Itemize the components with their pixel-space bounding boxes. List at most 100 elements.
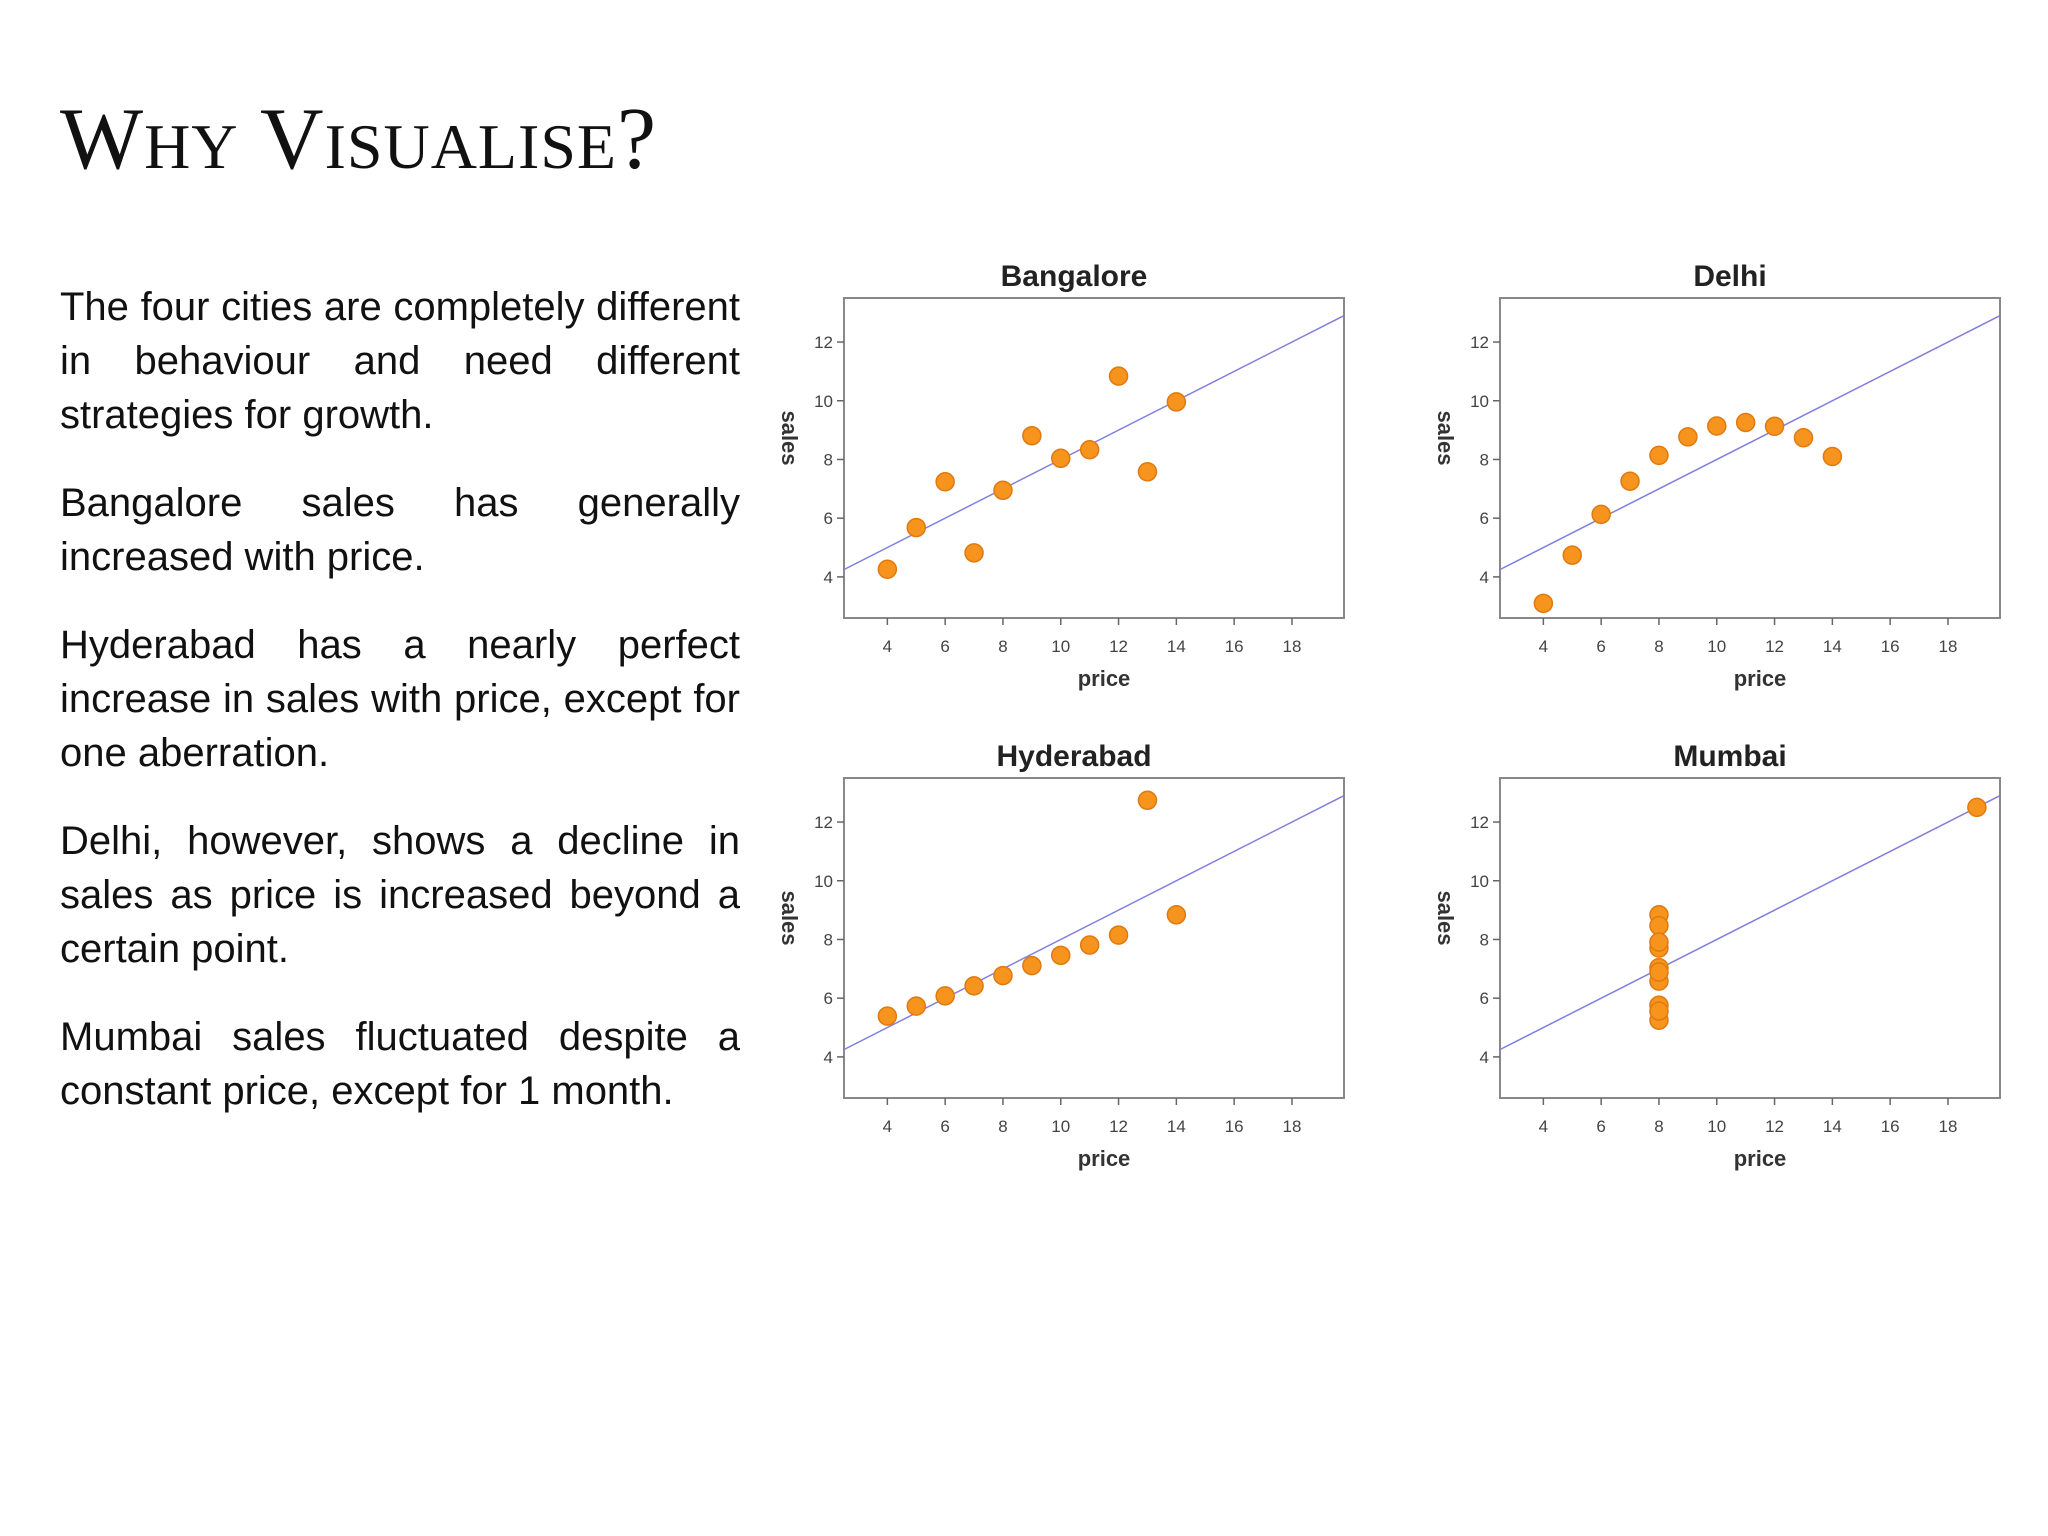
x-tick-label: 6 <box>1596 1117 1605 1136</box>
x-tick-label: 16 <box>1225 637 1244 656</box>
data-point <box>1678 427 1698 447</box>
x-tick-label: 14 <box>1823 637 1842 656</box>
text-column: The four cities are completely different… <box>60 280 740 1152</box>
chart-title: Mumbai <box>1673 740 1786 773</box>
chart-panel-hyderabad: Hyderabad 4 6 8 10 12 4 6 8 10 12 14 16 18 price sales <box>777 740 1345 1171</box>
x-tick-label: 10 <box>1051 637 1070 656</box>
x-tick-label: 18 <box>1283 1117 1302 1136</box>
y-tick-label: 10 <box>1470 872 1489 891</box>
y-tick-label: 10 <box>814 872 833 891</box>
x-tick-label: 12 <box>1765 1117 1784 1136</box>
data-point <box>1822 446 1843 467</box>
slide-title: WHY VISUALISE? <box>60 96 657 184</box>
data-point <box>1793 427 1814 448</box>
y-tick-label: 10 <box>814 392 833 411</box>
title-part-hy: HY <box>144 111 239 182</box>
data-point <box>906 517 927 538</box>
data-point <box>1649 962 1669 982</box>
y-tick-label: 4 <box>1480 1048 1489 1067</box>
y-tick-label: 4 <box>1480 568 1489 587</box>
y-axis-label: sales <box>1433 410 1458 465</box>
data-point <box>1620 471 1640 491</box>
x-tick-label: 12 <box>1765 637 1784 656</box>
chart-panel-bangalore: Bangalore 4 6 8 10 12 4 6 8 10 12 14 16 18 price sales <box>777 260 1345 691</box>
x-tick-label: 4 <box>883 1117 892 1136</box>
y-tick-label: 6 <box>824 989 833 1008</box>
data-point <box>1649 932 1669 952</box>
data-point <box>1022 955 1042 976</box>
charts-grid: Bangalore 4 6 8 10 12 4 6 8 10 12 14 16 18 price sales D… <box>777 260 2001 1171</box>
paragraph-hyderabad: Hyderabad has a nearly perfect increase … <box>60 623 740 775</box>
x-tick-label: 18 <box>1939 637 1958 656</box>
data-point <box>993 965 1013 986</box>
y-tick-label: 8 <box>1480 450 1489 469</box>
fit-line <box>1500 314 2000 571</box>
x-tick-label: 8 <box>1654 1117 1663 1136</box>
data-point <box>1079 440 1100 460</box>
data-point <box>906 996 927 1016</box>
y-tick-label: 12 <box>1470 813 1489 832</box>
plot-frame <box>1499 777 2001 1099</box>
plot-frame <box>843 297 1345 619</box>
chart-title: Delhi <box>1693 260 1766 293</box>
paragraph-mumbai: Mumbai sales fluctuated despite a consta… <box>60 1015 740 1113</box>
x-tick-label: 16 <box>1881 637 1900 656</box>
x-tick-label: 10 <box>1707 1117 1726 1136</box>
x-axis-label: price <box>1078 666 1131 691</box>
x-tick-label: 4 <box>1539 1117 1548 1136</box>
x-tick-label: 8 <box>998 637 1007 656</box>
x-tick-label: 14 <box>1167 637 1186 656</box>
x-tick-label: 6 <box>1596 637 1605 656</box>
data-point <box>1108 925 1129 945</box>
y-tick-label: 12 <box>814 813 833 832</box>
data-point <box>1967 797 1987 818</box>
plot-frame <box>1499 297 2001 619</box>
y-tick-label: 10 <box>1470 392 1489 411</box>
data-point <box>1735 412 1756 433</box>
x-tick-label: 18 <box>1939 1117 1958 1136</box>
y-axis-label: sales <box>777 890 802 945</box>
fit-line <box>844 794 1344 1051</box>
data-point <box>935 472 955 492</box>
chart-title: Bangalore <box>1001 260 1148 293</box>
x-tick-label: 16 <box>1225 1117 1244 1136</box>
x-tick-label: 8 <box>1654 637 1663 656</box>
y-axis-label: sales <box>1433 890 1458 945</box>
paragraph-delhi: Delhi, however, shows a decline in sales… <box>60 819 740 971</box>
data-point <box>1079 935 1100 955</box>
y-tick-label: 8 <box>824 930 833 949</box>
x-tick-label: 10 <box>1707 637 1726 656</box>
x-tick-label: 14 <box>1823 1117 1842 1136</box>
y-tick-label: 6 <box>1480 989 1489 1008</box>
data-point <box>877 559 898 580</box>
chart-title: Hyderabad <box>996 740 1151 773</box>
title-letter-v: V <box>260 91 325 188</box>
data-point <box>993 480 1013 501</box>
data-point <box>1051 945 1071 966</box>
paragraph-intro: The four cities are completely different… <box>60 285 740 437</box>
x-tick-label: 8 <box>998 1117 1007 1136</box>
data-point <box>1649 915 1669 936</box>
y-tick-label: 8 <box>1480 930 1489 949</box>
x-tick-label: 4 <box>1539 637 1548 656</box>
x-tick-label: 18 <box>1283 637 1302 656</box>
data-point <box>1591 504 1611 525</box>
data-point <box>1137 790 1158 811</box>
x-tick-label: 12 <box>1109 1117 1128 1136</box>
x-axis-label: price <box>1734 666 1787 691</box>
data-point <box>1649 445 1669 466</box>
data-point <box>1051 448 1071 469</box>
y-tick-label: 6 <box>824 509 833 528</box>
chart-panel-delhi: Delhi 4 6 8 10 12 4 6 8 10 12 14 16 18 price sales <box>1433 260 2001 691</box>
data-point <box>1108 366 1129 386</box>
data-point <box>1166 905 1187 925</box>
data-point <box>1022 425 1042 446</box>
x-tick-label: 6 <box>940 637 949 656</box>
data-point <box>1533 593 1554 614</box>
data-point <box>1707 416 1727 436</box>
y-tick-label: 4 <box>824 1048 833 1067</box>
title-part-isualise: ISUALISE <box>324 111 617 182</box>
data-point <box>964 543 984 563</box>
data-point <box>1166 392 1187 412</box>
y-tick-label: 6 <box>1480 509 1489 528</box>
